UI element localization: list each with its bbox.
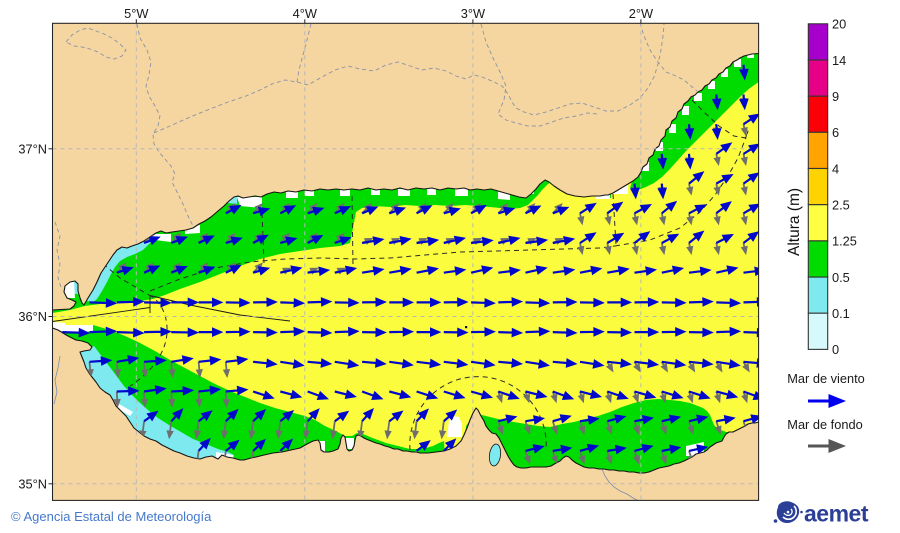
svg-text:0: 0 (832, 342, 839, 357)
svg-text:35°N: 35°N (18, 476, 47, 491)
svg-text:14: 14 (832, 53, 846, 68)
svg-text:4°W: 4°W (293, 6, 318, 21)
svg-text:4: 4 (832, 161, 839, 176)
svg-text:9: 9 (832, 89, 839, 104)
svg-text:Altura (m): Altura (m) (786, 188, 803, 256)
svg-text:5°W: 5°W (124, 6, 149, 21)
svg-text:aemet: aemet (804, 501, 869, 527)
svg-text:20: 20 (832, 17, 846, 32)
svg-text:0.5: 0.5 (832, 270, 850, 285)
svg-text:1.25: 1.25 (832, 234, 857, 249)
svg-text:36°N: 36°N (18, 309, 47, 324)
svg-text:2.5: 2.5 (832, 198, 850, 213)
svg-text:© Agencia Estatal de Meteorolo: © Agencia Estatal de Meteorología (11, 509, 212, 524)
svg-text:6: 6 (832, 125, 839, 140)
svg-text:3°W: 3°W (461, 6, 486, 21)
svg-text:0.1: 0.1 (832, 306, 850, 321)
svg-text:2°W: 2°W (629, 6, 654, 21)
svg-text:Mar de viento: Mar de viento (787, 371, 865, 386)
svg-text:Mar de fondo: Mar de fondo (787, 417, 862, 432)
svg-text:37°N: 37°N (18, 141, 47, 156)
